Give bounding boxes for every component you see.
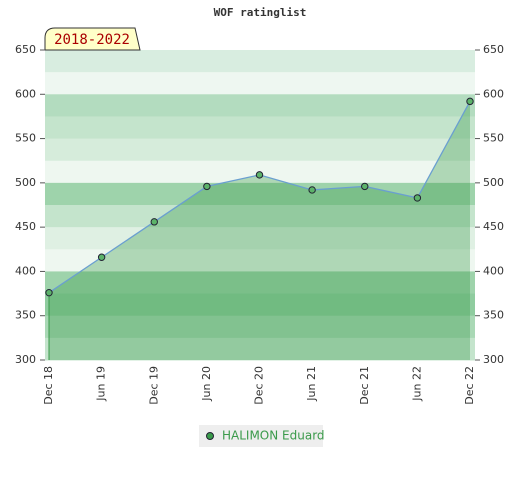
marker (308, 186, 316, 194)
y2-tick-label: 350 (483, 309, 504, 322)
y-tick-label: 450 (15, 220, 36, 233)
marker (466, 97, 474, 106)
x-tick-label: Dec 22 (463, 366, 476, 405)
band (45, 72, 475, 95)
area (49, 101, 470, 360)
y-tick-label: 500 (15, 176, 36, 189)
y2-tick-label: 500 (483, 176, 504, 189)
legend-marker (206, 432, 214, 440)
y-tick-label: 300 (15, 353, 36, 366)
x-tick-label: Dec 18 (42, 366, 55, 405)
marker (150, 218, 158, 226)
y2-tick-label: 600 (483, 87, 504, 100)
annotation: 2018-2022 (54, 32, 130, 48)
marker (97, 253, 106, 261)
x-tick-label: Dec 21 (358, 366, 371, 405)
band (45, 315, 475, 339)
x-tick-label: Dec 19 (147, 366, 160, 405)
y-tick-label: 550 (15, 132, 36, 145)
x-tick-label: Jun 21 (305, 366, 318, 402)
marker (45, 288, 53, 297)
y-tick-label: 400 (15, 264, 36, 277)
y2-tick-label: 400 (483, 264, 504, 277)
y2-tick-label: 450 (483, 220, 504, 233)
marker (361, 182, 369, 191)
y2-tick-label: 550 (483, 132, 504, 145)
annotation-box (44, 27, 141, 51)
y2-tick-label: 650 (483, 43, 504, 56)
band (45, 227, 475, 250)
marker (203, 182, 211, 191)
band (45, 94, 475, 117)
y-tick-label: 350 (15, 309, 36, 322)
y-tick-label: 600 (15, 87, 36, 100)
x-tick-label: Jun 19 (95, 366, 108, 402)
chart-title: WOF ratinglist (214, 6, 307, 19)
x-tick-label: Jun 22 (410, 366, 423, 402)
band (45, 50, 475, 73)
band (45, 293, 475, 317)
marker (255, 171, 264, 179)
band (45, 138, 475, 162)
marker (413, 194, 422, 202)
band (45, 249, 475, 272)
plot-background (45, 50, 475, 361)
plot (45, 97, 474, 360)
x-tick-label: Dec 20 (253, 366, 266, 405)
legend-label: HALIMON Eduard (222, 429, 325, 443)
x-tick-label: Jun 20 (200, 366, 213, 402)
y-tick-label: 650 (15, 43, 36, 56)
band (45, 337, 475, 361)
y2-tick-label: 300 (483, 353, 504, 366)
band (45, 116, 475, 140)
legend-box (199, 425, 323, 447)
band (45, 271, 475, 295)
